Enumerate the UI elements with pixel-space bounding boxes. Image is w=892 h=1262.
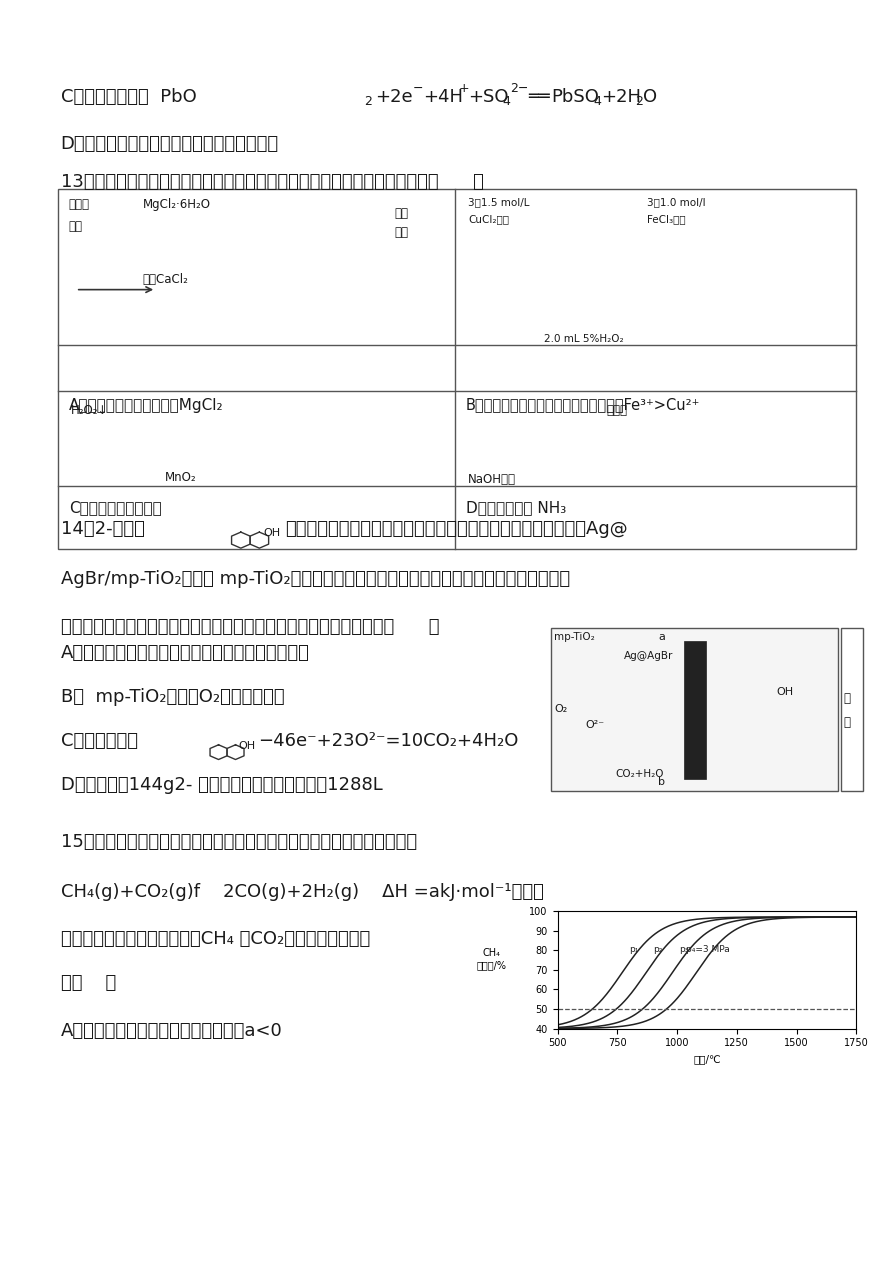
Text: ══: ══ bbox=[528, 88, 549, 106]
Text: OH: OH bbox=[264, 528, 281, 538]
Text: A．实验室中制备少量无水MgCl₂: A．实验室中制备少量无水MgCl₂ bbox=[69, 398, 223, 413]
Text: 2−: 2− bbox=[510, 82, 529, 95]
Text: D．该法降解144g2- 萘酚时，装置吸收空气约为1288L: D．该法降解144g2- 萘酚时，装置吸收空气约为1288L bbox=[61, 776, 383, 794]
Text: p₂: p₂ bbox=[653, 945, 663, 954]
Text: 是（    ）: 是（ ） bbox=[61, 974, 116, 992]
Text: 浓氨水: 浓氨水 bbox=[607, 404, 628, 416]
Text: OH: OH bbox=[776, 687, 793, 697]
Text: O: O bbox=[643, 88, 657, 106]
Text: 14．2-萘酚（: 14．2-萘酚（ bbox=[61, 520, 145, 538]
Text: D．电池工作过程中，两个电极的质量均减小: D．电池工作过程中，两个电极的质量均减小 bbox=[61, 135, 279, 153]
Text: B．  mp-TiO₂可加快O₂的失电子速率: B． mp-TiO₂可加快O₂的失电子速率 bbox=[61, 688, 285, 705]
Text: 15．工业合成氨的原料气来源于化石燃料，如采用甲烷与二氧化碳反应：: 15．工业合成氨的原料气来源于化石燃料，如采用甲烷与二氧化碳反应： bbox=[61, 833, 417, 851]
Text: MnO₂: MnO₂ bbox=[165, 471, 196, 483]
Text: 负: 负 bbox=[844, 692, 851, 705]
Text: +2H: +2H bbox=[601, 88, 641, 106]
Text: H₂O₂↓: H₂O₂↓ bbox=[71, 404, 109, 416]
Text: 尾气: 尾气 bbox=[394, 207, 409, 220]
Text: D．制备并收集 NH₃: D．制备并收集 NH₃ bbox=[466, 500, 566, 515]
Text: 极: 极 bbox=[844, 717, 851, 729]
Text: B．右边试管产生气泡较快，催化活性：Fe³⁺>Cu²⁺: B．右边试管产生气泡较快，催化活性：Fe³⁺>Cu²⁺ bbox=[466, 398, 700, 413]
Text: −: − bbox=[413, 82, 424, 95]
Text: ）在生产环境中主要以粉尘、气溶胶形式存在，可采用催化剂（Ag@: ）在生产环境中主要以粉尘、气溶胶形式存在，可采用催化剂（Ag@ bbox=[285, 520, 628, 538]
Text: b: b bbox=[658, 777, 665, 787]
Text: 13．利用下列实验装置（夹持装置略）进行相关实验，能达到实验目的的是（      ）: 13．利用下列实验装置（夹持装置略）进行相关实验，能达到实验目的的是（ ） bbox=[61, 173, 483, 191]
Text: MgCl₂·6H₂O: MgCl₂·6H₂O bbox=[143, 198, 211, 211]
Text: mp-TiO₂: mp-TiO₂ bbox=[554, 632, 595, 642]
Text: 无水CaCl₂: 无水CaCl₂ bbox=[143, 274, 188, 286]
Text: A．该原料气的制备反应为放热反应，a<0: A．该原料气的制备反应为放热反应，a<0 bbox=[61, 1022, 283, 1040]
Text: CuCl₂溶液: CuCl₂溶液 bbox=[468, 215, 509, 225]
Text: p₁: p₁ bbox=[630, 945, 639, 954]
Text: 氯气: 氯气 bbox=[69, 220, 83, 232]
Bar bbox=[683, 641, 706, 779]
Bar bbox=[551, 628, 838, 791]
Text: p₃: p₃ bbox=[680, 945, 689, 954]
Text: C．负极反应：: C．负极反应： bbox=[61, 732, 137, 750]
Text: 2: 2 bbox=[635, 95, 643, 107]
Text: 处理: 处理 bbox=[394, 226, 409, 239]
Text: +2e: +2e bbox=[376, 88, 413, 106]
Text: 2.0 mL 5%H₂O₂: 2.0 mL 5%H₂O₂ bbox=[544, 334, 624, 345]
Text: CH₄(g)+CO₂(g)f    2CO(g)+2H₂(g)    ΔH =akJ·mol⁻¹。（在: CH₄(g)+CO₂(g)f 2CO(g)+2H₂(g) ΔH =akJ·mol… bbox=[61, 883, 543, 901]
Text: 某容器中，充入等物质的量的CH₄ 和CO₂）下列说法正确的: 某容器中，充入等物质的量的CH₄ 和CO₂）下列说法正确的 bbox=[61, 930, 370, 948]
Text: A．该除去方法中的能量转化只有化学能转化为电能: A．该除去方法中的能量转化只有化学能转化为电能 bbox=[61, 644, 310, 661]
Text: +: + bbox=[458, 82, 469, 95]
Text: +SO: +SO bbox=[468, 88, 508, 106]
Text: +4H: +4H bbox=[423, 88, 463, 106]
Text: 3滴1.0 mol/l: 3滴1.0 mol/l bbox=[647, 197, 706, 207]
Text: 4: 4 bbox=[593, 95, 601, 107]
Text: CO₂+H₂O: CO₂+H₂O bbox=[615, 769, 664, 779]
Text: PbSO: PbSO bbox=[551, 88, 599, 106]
Text: NaOH固体: NaOH固体 bbox=[468, 473, 516, 486]
Text: O²⁻: O²⁻ bbox=[585, 719, 604, 729]
Text: a: a bbox=[658, 632, 665, 642]
Text: C．测定化学反应速率: C．测定化学反应速率 bbox=[69, 500, 161, 515]
Text: C．正极反应式：  PbO: C．正极反应式： PbO bbox=[61, 88, 196, 106]
X-axis label: 温度/℃: 温度/℃ bbox=[693, 1054, 721, 1064]
Text: AgBr/mp-TiO₂，其中 mp-TiO₂为介孔二氧化钛，具有大的比表面积和渗透能力）条件下的: AgBr/mp-TiO₂，其中 mp-TiO₂为介孔二氧化钛，具有大的比表面积和… bbox=[61, 570, 570, 588]
Text: Ag@AgBr: Ag@AgBr bbox=[624, 651, 673, 661]
Text: 干燥的: 干燥的 bbox=[69, 198, 90, 211]
Bar bbox=[58, 189, 856, 549]
Text: −46e⁻+23O²⁻=10CO₂+4H₂O: −46e⁻+23O²⁻=10CO₂+4H₂O bbox=[258, 732, 518, 750]
Text: FeCl₃溶液: FeCl₃溶液 bbox=[647, 215, 685, 225]
Text: 光降解法除去环境中的该污染物，工作原理如图。下列判断正确的是（      ）: 光降解法除去环境中的该污染物，工作原理如图。下列判断正确的是（ ） bbox=[61, 618, 439, 636]
Text: 2: 2 bbox=[364, 95, 372, 107]
Bar bbox=[841, 628, 863, 791]
Text: O₂: O₂ bbox=[554, 703, 567, 713]
Text: p₄=3 MPa: p₄=3 MPa bbox=[686, 945, 730, 954]
Y-axis label: CH₄
转化率/%: CH₄ 转化率/% bbox=[476, 948, 507, 969]
Text: 4: 4 bbox=[502, 95, 510, 107]
Text: 3滴1.5 mol/L: 3滴1.5 mol/L bbox=[468, 197, 530, 207]
Text: OH: OH bbox=[238, 741, 255, 751]
